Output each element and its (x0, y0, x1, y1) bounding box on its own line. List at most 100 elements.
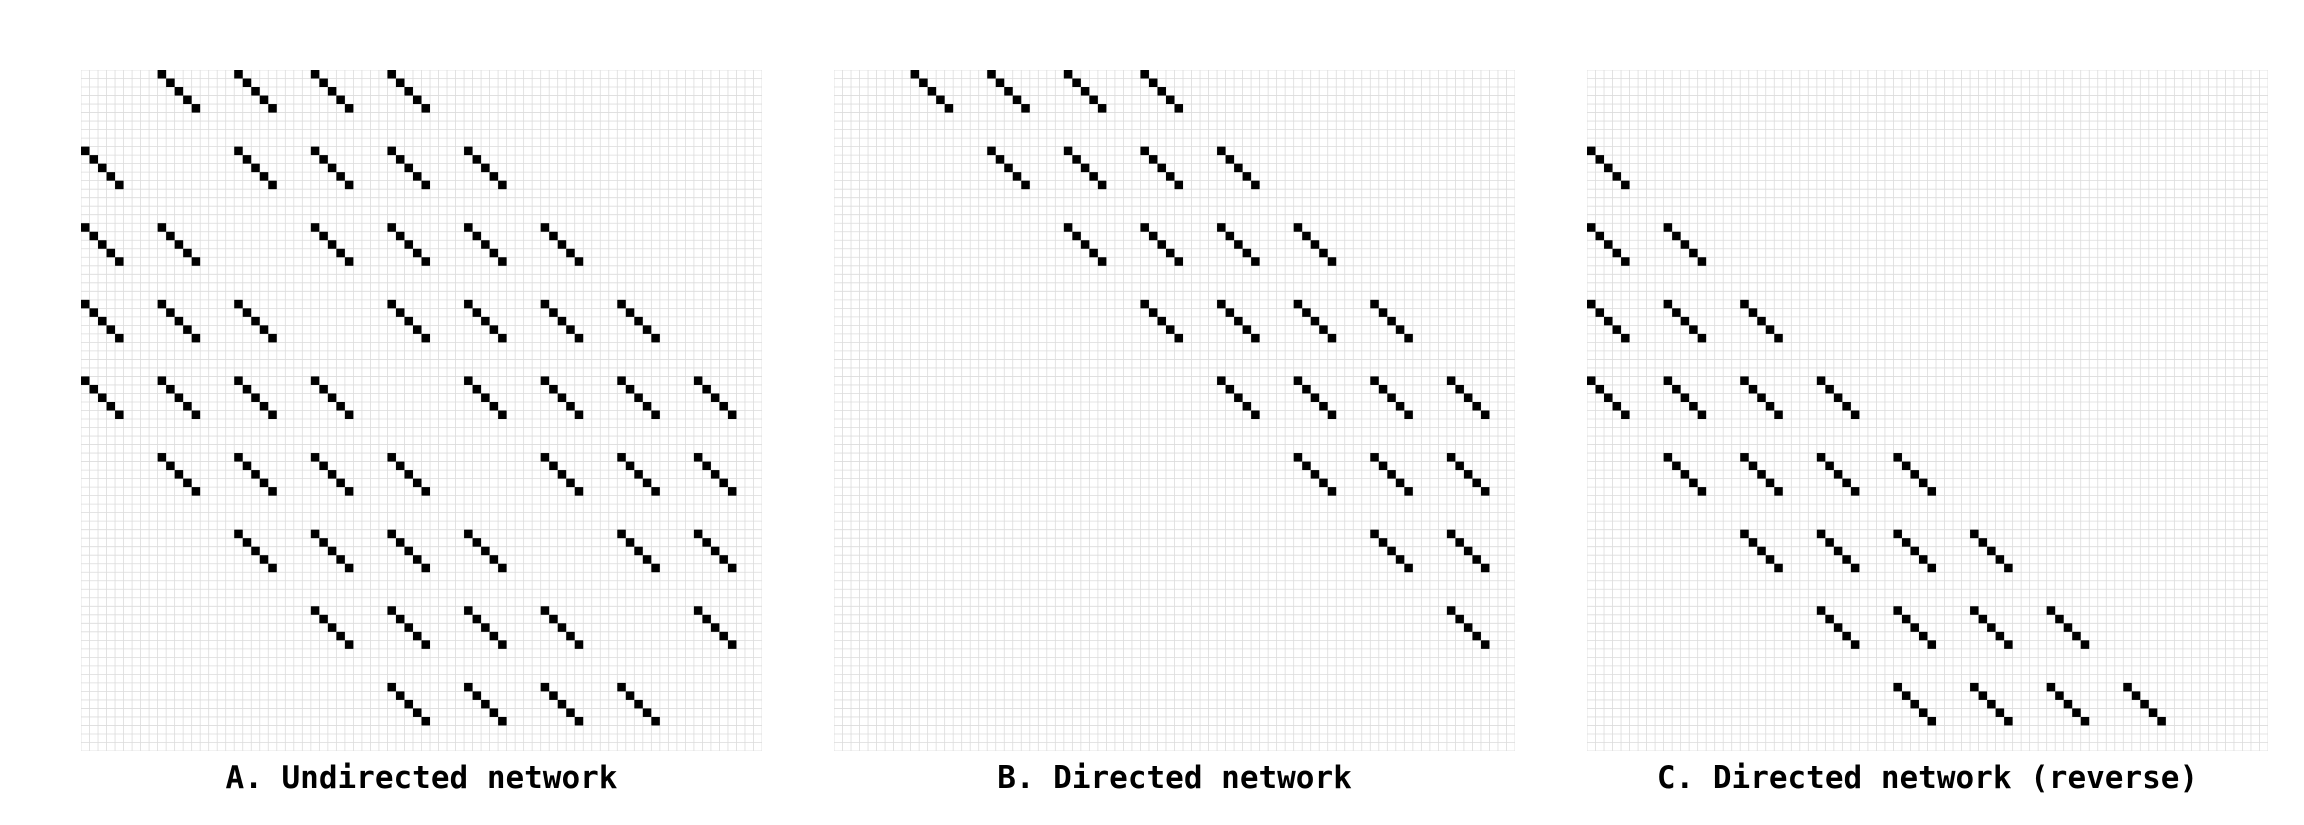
matrix-cell (1663, 453, 1673, 462)
matrix-cell (89, 155, 99, 164)
matrix-cell (549, 308, 558, 317)
matrix-cell (1148, 231, 1158, 241)
matrix-cell (268, 487, 277, 496)
matrix-cell (693, 606, 703, 615)
matrix-cell (251, 546, 260, 556)
matrix-cell (115, 410, 124, 420)
matrix-cell (1463, 393, 1473, 402)
matrix-cell (344, 487, 354, 496)
matrix-cell (557, 393, 567, 402)
matrix-cell (1987, 699, 1996, 709)
matrix-cell (1174, 180, 1184, 190)
matrix-cell (183, 478, 192, 488)
matrix-cell (404, 699, 413, 709)
matrix-cell (1404, 563, 1413, 573)
matrix-cell (617, 299, 626, 309)
matrix-cell (1918, 555, 1928, 564)
matrix-cell (268, 563, 277, 573)
matrix-cell (1242, 172, 1252, 181)
matrix-cell (1825, 461, 1834, 471)
matrix-cell (719, 631, 728, 641)
matrix-cell (327, 546, 337, 556)
matrix-cell (566, 248, 575, 258)
matrix-cell (1310, 316, 1320, 326)
matrix-cell (310, 529, 320, 539)
matrix-cell (268, 410, 277, 420)
matrix-cell (1680, 240, 1690, 249)
matrix-cell (1455, 538, 1464, 547)
matrix-cell (1740, 453, 1749, 462)
matrix-cell (1901, 461, 1911, 471)
matrix-cell (174, 240, 184, 249)
matrix-cell (464, 223, 473, 232)
matrix-cell (1697, 487, 1707, 496)
matrix-cell (183, 248, 192, 258)
matrix-cell (1927, 487, 1937, 496)
matrix-cell (1387, 470, 1396, 479)
matrix-cell (1021, 104, 1030, 113)
matrix-cell (1901, 614, 1911, 624)
matrix-cell (242, 78, 252, 88)
matrix-cell (251, 163, 260, 173)
matrix-cell (472, 691, 482, 700)
matrix-cell (2004, 716, 2013, 726)
matrix-cell (387, 453, 396, 462)
matrix-cell (719, 478, 728, 488)
matrix-cell (1816, 453, 1826, 462)
matrix-cell (191, 104, 201, 113)
matrix-cell (1825, 538, 1834, 547)
matrix-cell (1480, 410, 1490, 420)
matrix-cell (702, 614, 711, 624)
matrix-cell (2148, 708, 2158, 717)
matrix-cell (1672, 231, 1681, 241)
matrix-cell (719, 555, 728, 564)
matrix-cell (1893, 606, 1902, 615)
matrix-cell (1825, 614, 1834, 624)
matrix-cell (166, 231, 175, 241)
matrix-cell (1242, 325, 1252, 334)
matrix-cell (1217, 376, 1226, 385)
matrix-cell (234, 529, 243, 539)
matrix-cell (1157, 163, 1166, 173)
matrix-cell (464, 299, 473, 309)
matrix-cell (404, 240, 413, 249)
matrix-cell (489, 248, 499, 258)
matrix-cell (727, 563, 737, 573)
matrix-cell (1063, 70, 1073, 79)
matrix-cell (157, 453, 167, 462)
matrix-cell (1595, 155, 1605, 164)
matrix-cell (1672, 461, 1681, 471)
matrix-cell (251, 87, 260, 96)
matrix-gridlines (81, 70, 762, 751)
matrix-cell (1604, 240, 1613, 249)
matrix-cell (1089, 95, 1098, 105)
matrix-cell (1140, 146, 1149, 156)
matrix-cell (693, 376, 703, 385)
matrix-cell (2055, 691, 2064, 700)
matrix-cell (183, 325, 192, 334)
matrix-cell (157, 70, 167, 79)
matrix-cell (81, 299, 90, 309)
matrix-cell (1604, 393, 1613, 402)
matrix-cell (344, 104, 354, 113)
matrix-cell (319, 384, 328, 394)
matrix-cell (395, 78, 405, 88)
matrix-cell (1370, 376, 1379, 385)
matrix-cell (412, 248, 422, 258)
matrix-cell (634, 546, 643, 556)
matrix-cell (651, 333, 660, 343)
matrix-cell (1842, 631, 1851, 641)
matrix-cell (1097, 180, 1107, 190)
matrix-cell (1225, 155, 1235, 164)
matrix-cell (336, 248, 345, 258)
matrix-cell (327, 87, 337, 96)
matrix-cell (1774, 410, 1783, 420)
matrix-cell (310, 70, 320, 79)
matrix-cell (1157, 240, 1166, 249)
matrix-cell (540, 606, 550, 615)
matrix-cell (927, 87, 937, 96)
matrix-cell (421, 180, 431, 190)
matrix-cell (1595, 308, 1605, 317)
matrix-cell (115, 180, 124, 190)
